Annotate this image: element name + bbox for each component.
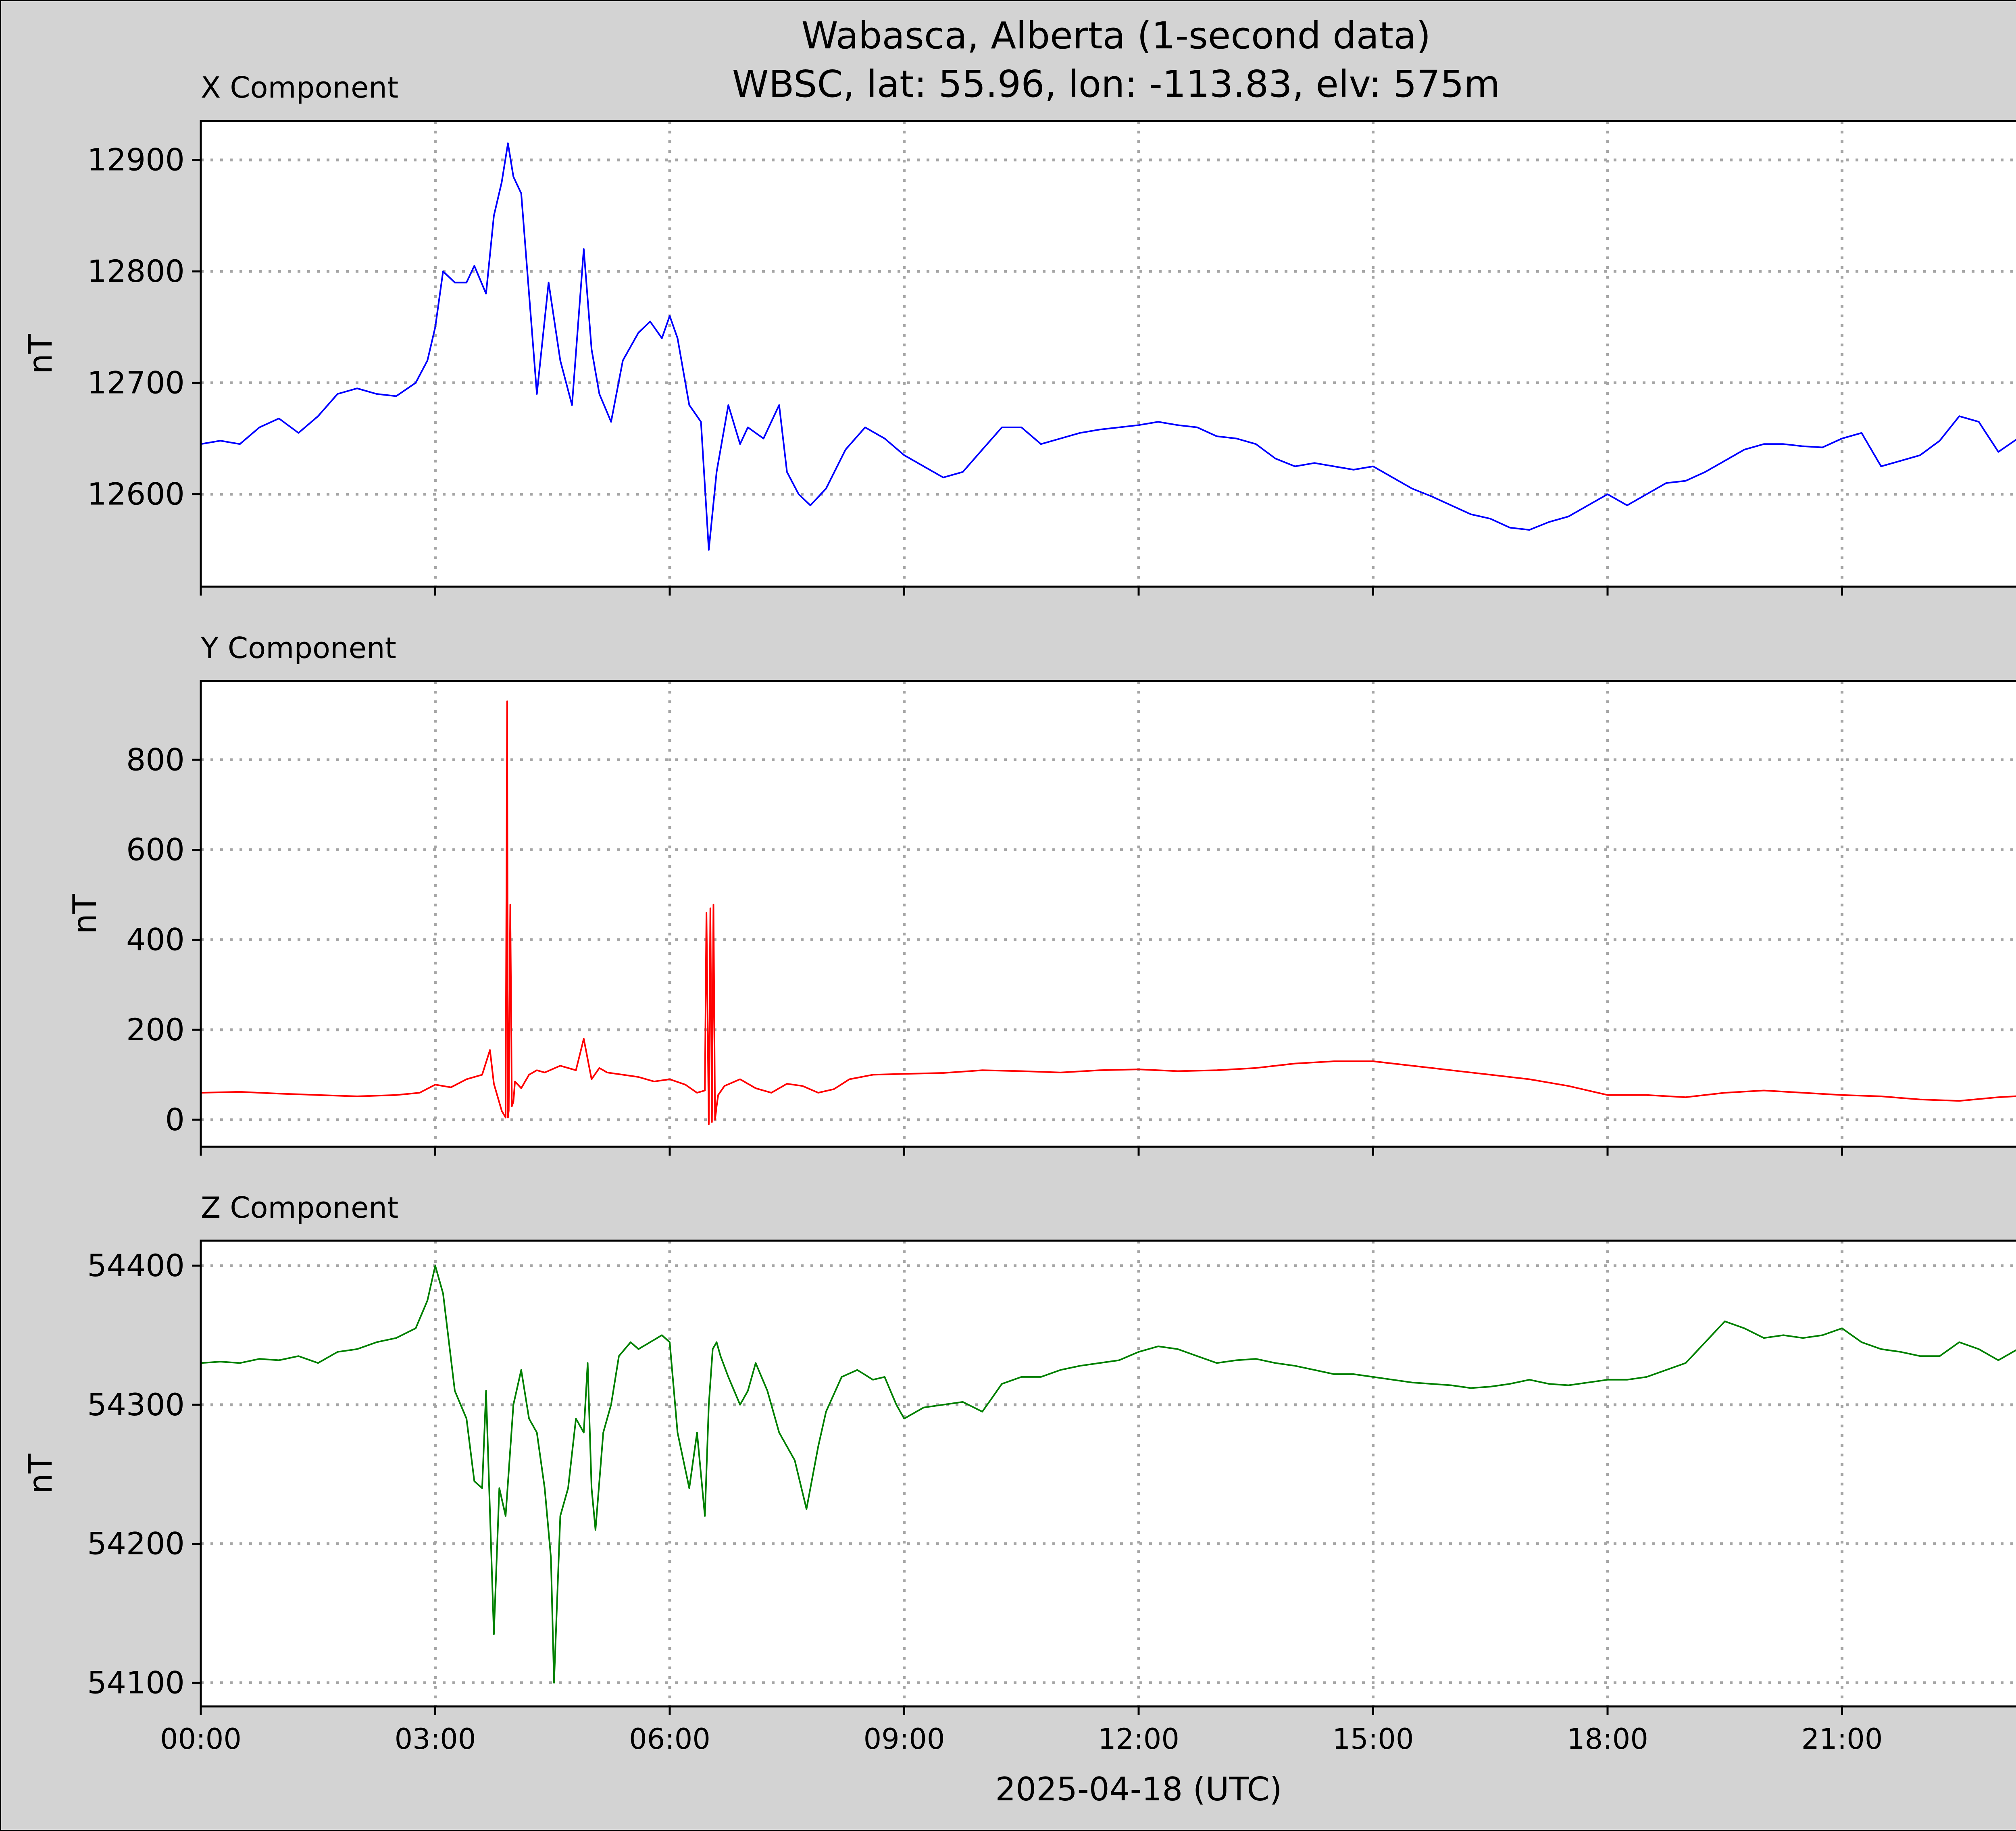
y-tick-label: 12800 [87,253,185,289]
y-tick-label: 54300 [87,1387,185,1423]
y-tick-label: 600 [126,831,185,867]
y-tick-label: 200 [126,1012,185,1048]
panel-z-component: Z Component 00:00 03:00 06:00 09:00 12:00 15:… [22,1191,2016,1756]
x-tick-label: 21:00 [1801,1723,1883,1756]
x-tick-label: 06:00 [629,1723,710,1756]
y-tick-label: 54200 [87,1526,185,1562]
series-line-x [200,142,2016,551]
figure-title: Wabasca, Alberta (1-second data) [802,14,1431,57]
panel-y-component: Y Component 0 200 400 600 800 nT [66,631,2016,1156]
x-axis-label: 2025-04-18 (UTC) [995,1771,1282,1808]
y-tick-label: 12600 [87,476,185,512]
x-tick-label: 03:00 [395,1723,476,1756]
figure-subtitle: WBSC, lat: 55.96, lon: -113.83, elv: 575… [732,62,1500,106]
ylabel-y: nT [66,894,104,934]
series-line-y [200,700,2016,1125]
plot-area-x [201,121,2016,587]
y-tick-label: 54400 [87,1248,185,1283]
ticks-z: 00:00 03:00 06:00 09:00 12:00 15:00 18:00 21:00… [87,1248,1883,1756]
x-tick-label: 00:00 [160,1723,242,1756]
y-tick-label: 54100 [87,1664,185,1700]
x-tick-label: 12:00 [1098,1723,1179,1756]
y-tick-label: 0 [165,1102,185,1137]
ticks-x: 12600 12700 12800 12900 [87,142,1843,596]
y-tick-label: 12700 [87,365,185,400]
panel-x-component: X Component 12600 12700 12800 12900 nT [22,71,2016,596]
gridlines-y [201,681,2016,1147]
ylabel-x: nT [22,333,59,374]
panel-title-x: X Component [201,71,398,104]
panel-title-z: Z Component [201,1191,398,1225]
ticks-y: 0 200 400 600 800 [126,742,1843,1156]
series-line-z [200,1265,2016,1684]
gridlines-z [201,1241,2016,1706]
x-tick-label: 18:00 [1567,1723,1648,1756]
panel-title-y: Y Component [200,631,396,665]
x-tick-label: 09:00 [864,1723,945,1756]
y-tick-label: 400 [126,922,185,958]
gridlines-x [201,121,2016,587]
ylabel-z: nT [22,1453,59,1494]
plot-area-z [201,1241,2016,1706]
y-tick-label: 12900 [87,142,185,178]
x-tick-label: 15:00 [1333,1723,1414,1756]
y-tick-label: 800 [126,742,185,777]
